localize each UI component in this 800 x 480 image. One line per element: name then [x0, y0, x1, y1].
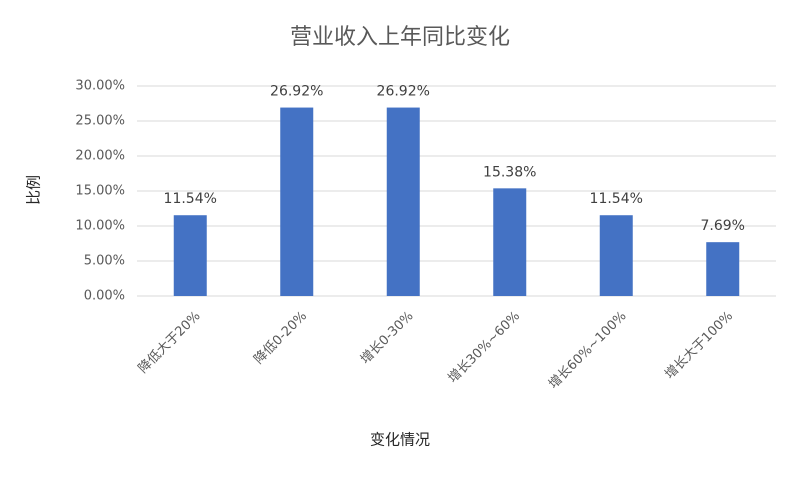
bar [173, 215, 207, 296]
bar [493, 188, 527, 296]
data-label: 15.38% [483, 164, 536, 180]
bar [599, 215, 633, 296]
bar [706, 242, 740, 296]
y-tick-label: 20.00% [75, 149, 125, 164]
data-label: 26.92% [270, 84, 323, 100]
bar [386, 107, 420, 296]
data-label: 7.69% [701, 218, 745, 234]
y-axis-label: 比例 [25, 175, 43, 205]
y-tick-label: 15.00% [75, 184, 125, 199]
x-tick-label: 增长60%~100% [546, 309, 629, 392]
data-label: 11.54% [164, 191, 217, 207]
x-tick-label: 增长30%~60% [445, 309, 523, 387]
y-tick-label: 30.00% [75, 79, 125, 94]
data-label: 11.54% [590, 191, 643, 207]
data-label: 26.92% [377, 84, 430, 100]
y-tick-label: 0.00% [84, 289, 125, 304]
bar [280, 107, 314, 296]
y-tick-label: 25.00% [75, 114, 125, 129]
x-tick-label: 增长0-30% [358, 309, 417, 368]
x-tick-label: 降低0-20% [251, 309, 310, 368]
y-tick-label: 10.00% [75, 219, 125, 234]
x-axis-label: 变化情况 [370, 431, 430, 449]
x-tick-label: 降低大于20% [136, 309, 204, 377]
chart-title: 营业收入上年同比变化 [290, 25, 510, 50]
x-tick-label: 增长大于100% [662, 309, 736, 383]
y-tick-label: 5.00% [84, 254, 125, 269]
